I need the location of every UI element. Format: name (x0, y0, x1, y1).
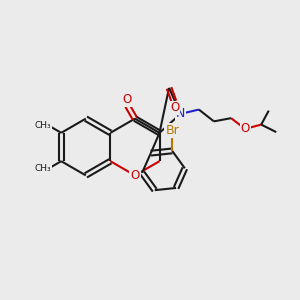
Text: O: O (170, 101, 179, 115)
Text: CH₃: CH₃ (35, 121, 51, 130)
Text: Br: Br (165, 124, 179, 137)
Text: O: O (123, 93, 132, 106)
Text: N: N (176, 107, 185, 120)
Text: O: O (241, 122, 250, 135)
Text: O: O (130, 169, 140, 182)
Text: CH₃: CH₃ (35, 164, 51, 173)
